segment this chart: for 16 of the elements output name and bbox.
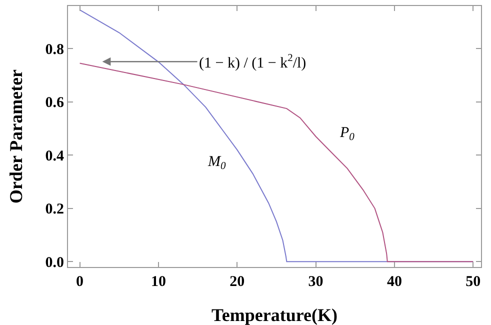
annotation: (1 − k) / (1 − k$^{2}$/l) [199, 53, 306, 72]
annotation: P$_{0}$ [339, 125, 356, 144]
x-tick-label: 50 [466, 274, 481, 290]
y-tick-label: 0.2 [45, 202, 64, 218]
annotation: M$_{0}$ [207, 154, 226, 172]
x-tick-label: 40 [386, 274, 402, 290]
x-tick-label: 0 [76, 274, 84, 290]
x-tick-label: 20 [230, 274, 245, 290]
x-tick-label: 30 [308, 274, 324, 290]
y-tick-label: 0.6 [45, 95, 64, 112]
x-axis-title: Temperature(K) [212, 305, 338, 325]
y-tick-label: 0.4 [45, 148, 64, 164]
y-tick-label: 0.8 [45, 42, 64, 58]
y-axis-title: Order Parameter [6, 69, 26, 204]
x-tick-label: 10 [150, 274, 166, 290]
y-tick-label: 0.0 [45, 254, 64, 271]
